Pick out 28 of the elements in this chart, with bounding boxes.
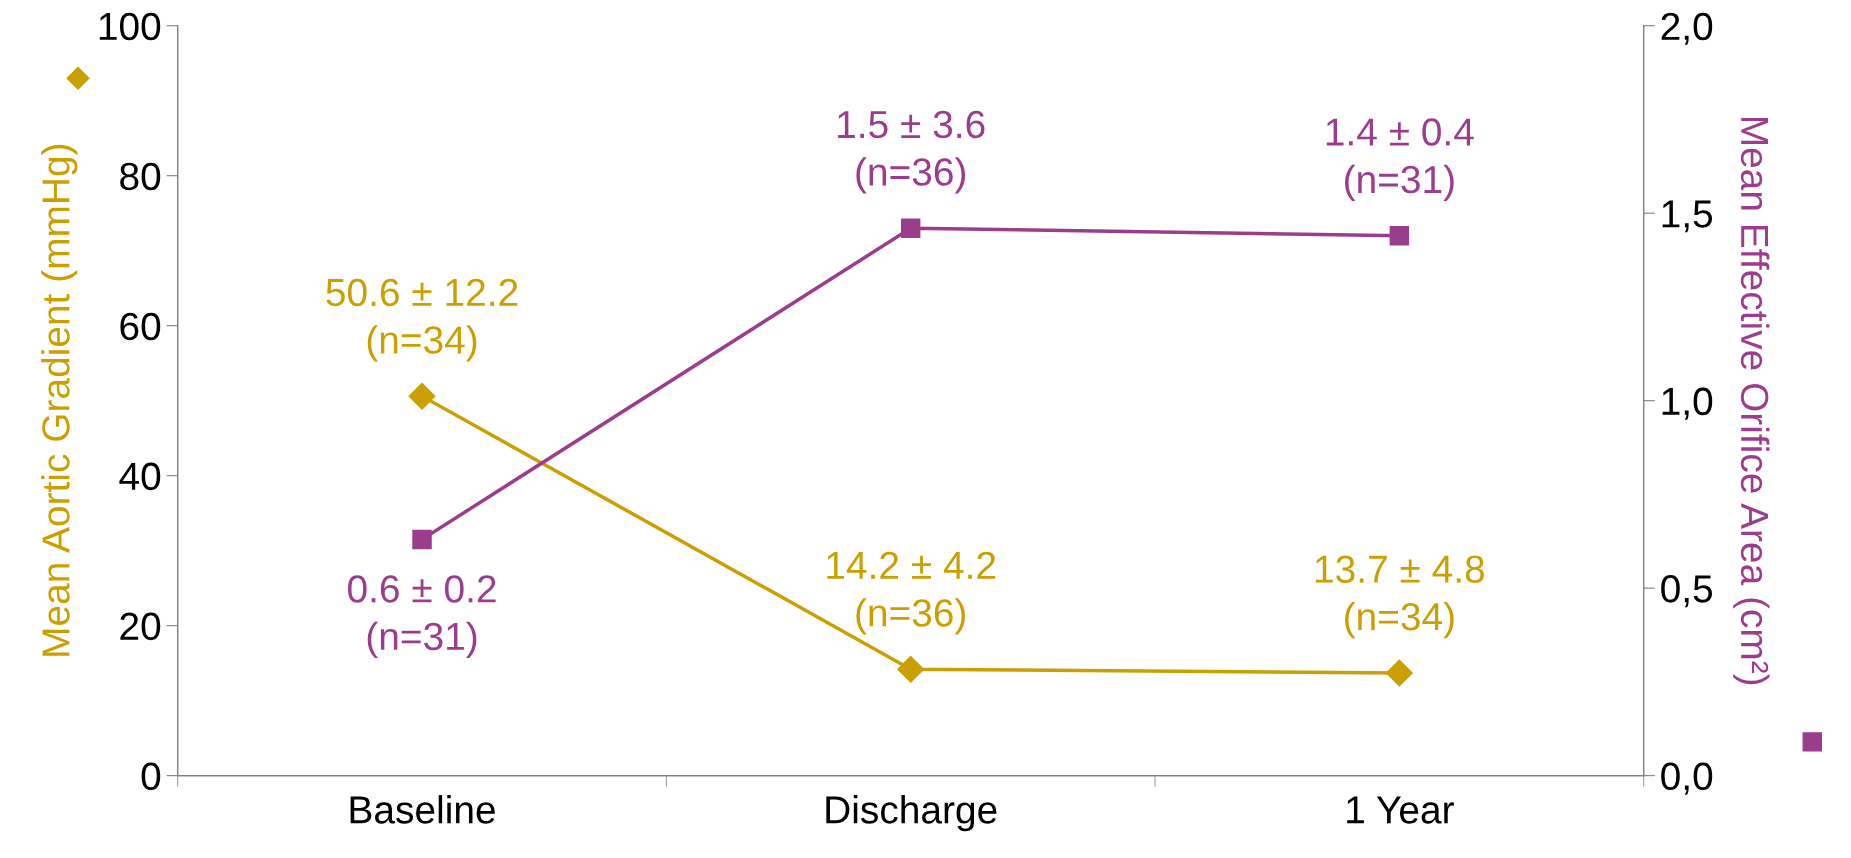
y2-tick-label: 1,5 bbox=[1662, 200, 1713, 233]
y-tick-label: 0 bbox=[141, 762, 161, 791]
y2-tick-label: 2,0 bbox=[1661, 12, 1713, 45]
point bbox=[412, 529, 432, 550]
x-tick-label: 1 Year bbox=[1347, 796, 1454, 824]
data-label: 14.2 ± 4.2 (n=36) bbox=[827, 551, 996, 635]
x-tick-label: Baseline bbox=[350, 795, 495, 824]
point bbox=[1389, 225, 1410, 246]
y2-axis-title: Mean Effective Orifice Area (cm²) bbox=[1733, 117, 1770, 685]
point bbox=[897, 655, 925, 683]
y-tick-label: 100 bbox=[99, 12, 161, 41]
y2-tick-label: 1,0 bbox=[1662, 387, 1713, 420]
data-label: 1.5 ± 3.6 (n=36) bbox=[838, 110, 985, 194]
y-axis-title: Mean Aortic Gradient (mmHg) bbox=[41, 144, 78, 656]
y2-tick-label: 0,5 bbox=[1661, 575, 1713, 608]
y-tick-label: 40 bbox=[119, 462, 161, 491]
y-tick-label: 20 bbox=[120, 612, 161, 641]
x-tick-label: Discharge bbox=[826, 795, 997, 832]
data-label: 50.6 ± 12.2 (n=34) bbox=[326, 278, 518, 362]
point bbox=[900, 218, 921, 238]
data-label: 1.4 ± 0.4 (n=31) bbox=[1326, 118, 1474, 201]
data-label: 0.6 ± 0.2 (n=31) bbox=[348, 575, 496, 658]
data-label: 13.7 ± 4.8 (n=34) bbox=[1315, 555, 1485, 639]
point bbox=[408, 382, 436, 410]
y-tick-label: 80 bbox=[120, 162, 161, 191]
point bbox=[1385, 659, 1413, 687]
y-tick-label: 60 bbox=[120, 312, 161, 341]
y2-tick-label: 0,0 bbox=[1661, 762, 1713, 795]
